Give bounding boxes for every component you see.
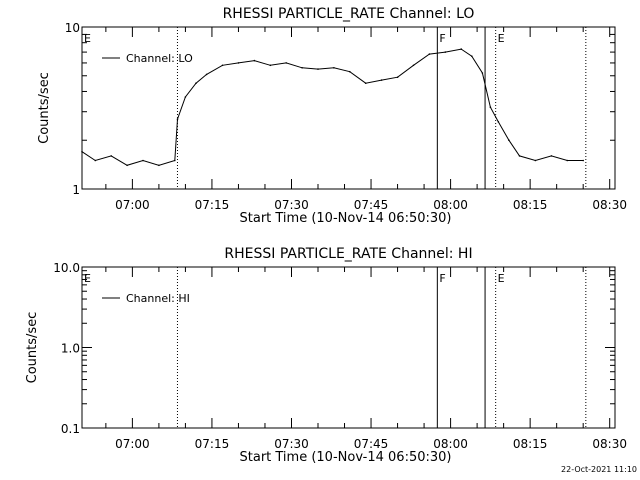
panel-1-series-point bbox=[380, 79, 383, 81]
panel-2-legend-label-0: Channel: HI bbox=[126, 292, 190, 305]
panel-1-series-point bbox=[184, 96, 187, 98]
panel-1-plot-frame bbox=[81, 26, 616, 190]
panel-1-series-point bbox=[176, 118, 179, 120]
panel-1-series-point bbox=[237, 62, 240, 64]
panel-2-x-tick-label-3: 07:45 bbox=[354, 437, 389, 451]
panel-1-series-point bbox=[428, 53, 431, 55]
panel-1-series-point bbox=[174, 159, 176, 162]
panel-1-series-point bbox=[195, 82, 197, 84]
panel-1-series-point bbox=[158, 164, 160, 167]
panel-1-series-point bbox=[253, 59, 256, 62]
panel-1-series-point bbox=[221, 64, 224, 67]
panel-2-x-tick-label-2: 07:30 bbox=[274, 437, 309, 451]
panel-1-x-tick-label-1: 07:15 bbox=[195, 198, 230, 212]
panel-1-series-point bbox=[471, 55, 473, 57]
panel-2-y-axis-label: Counts/sec bbox=[25, 312, 40, 384]
panel-1-y-tick-label-1: 10 bbox=[65, 21, 80, 35]
panel-1-series-point bbox=[301, 67, 303, 69]
panel-2-x-tick-label-5: 08:15 bbox=[513, 437, 548, 451]
panel-1-series-point bbox=[110, 155, 112, 157]
panel-1-series-point bbox=[142, 159, 144, 162]
panel-1-series-point bbox=[364, 82, 367, 84]
panel-1-series-point bbox=[269, 64, 272, 67]
panel-2-y-tick-label-2: 10.0 bbox=[53, 261, 80, 275]
panel-1-series-point bbox=[489, 106, 492, 108]
panel-2-marker-label-0: E bbox=[84, 272, 91, 285]
panel-1-series-point bbox=[444, 51, 447, 53]
panel-2-y-tick-label-1: 1.0 bbox=[61, 342, 80, 356]
panel-1-series-point bbox=[550, 155, 553, 157]
panel-1-series-line-0 bbox=[81, 48, 584, 166]
panel-1-y-tick-label-0: 1 bbox=[72, 183, 80, 197]
panel-1-series-point bbox=[81, 150, 83, 153]
panel-1-x-tick-label-3: 07:45 bbox=[354, 198, 389, 212]
panel-1-marker-label-4: E bbox=[498, 32, 505, 45]
panel-1-x-tick-label-6: 08:30 bbox=[592, 198, 627, 212]
panel-2-x-tick-label-6: 08:30 bbox=[592, 437, 627, 451]
panel-1-marker-label-2: F bbox=[439, 32, 445, 45]
panel-2-title: RHESSI PARTICLE_RATE Channel: HI bbox=[224, 246, 472, 262]
panel-1-series-point bbox=[566, 159, 569, 162]
panel-1-x-tick-label-5: 08:15 bbox=[513, 198, 548, 212]
panel-1-series-point bbox=[285, 62, 288, 64]
panel-1-legend-label-0: Channel: LO bbox=[126, 52, 193, 65]
panel-1-series-point bbox=[349, 70, 351, 73]
panel-2-x-tick-label-1: 07:15 bbox=[195, 437, 230, 451]
panel-1-marker-label-0: E bbox=[84, 32, 91, 45]
panel-1-series-point bbox=[317, 68, 319, 70]
panel-1-series-point bbox=[582, 159, 584, 162]
panel-2-x-tick-label-0: 07:00 bbox=[115, 437, 150, 451]
panel-1-series-point bbox=[508, 139, 510, 141]
panel-1-series-point bbox=[460, 48, 463, 50]
panel-2-x-axis-label: Start Time (10-Nov-14 06:50:30) bbox=[240, 450, 452, 465]
panel-1-x-axis-label: Start Time (10-Nov-14 06:50:30) bbox=[240, 211, 452, 226]
panel-1-x-tick-label-2: 07:30 bbox=[274, 198, 309, 212]
panel-1-series-point bbox=[518, 155, 521, 157]
panel-1-series-point bbox=[94, 159, 97, 162]
footer-timestamp: 22-Oct-2021 11:10 bbox=[561, 465, 637, 474]
panel-1-x-tick-label-4: 08:00 bbox=[433, 198, 468, 212]
panel-1-x-tick-label-0: 07:00 bbox=[115, 198, 150, 212]
panel-1-series-point bbox=[412, 64, 415, 67]
panel-2-x-tick-label-4: 08:00 bbox=[433, 437, 468, 451]
panel-1-title: RHESSI PARTICLE_RATE Channel: LO bbox=[223, 6, 475, 22]
panel-1-series-point bbox=[396, 76, 399, 78]
panel-2-y-tick-label-0: 0.1 bbox=[61, 422, 80, 436]
panel-1-series-point bbox=[497, 121, 500, 123]
panel-1-series-point bbox=[205, 73, 208, 76]
panel-1-series-point bbox=[333, 67, 335, 69]
panel-2-marker-label-4: E bbox=[498, 272, 505, 285]
panel-1-series-point bbox=[534, 159, 537, 162]
panel-1-y-axis-label: Counts/sec bbox=[37, 72, 52, 144]
panel-1-series-point bbox=[126, 164, 128, 167]
panel-1-series-point bbox=[481, 72, 484, 74]
panel-2-marker-label-2: F bbox=[439, 272, 445, 285]
